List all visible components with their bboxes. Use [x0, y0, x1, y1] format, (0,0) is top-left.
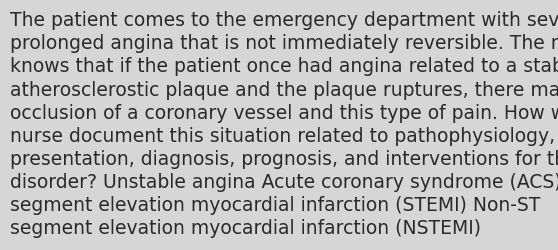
Text: disorder? Unstable angina Acute coronary syndrome (ACS) ST: disorder? Unstable angina Acute coronary…	[10, 172, 558, 191]
Text: segment elevation myocardial infarction (NSTEMI): segment elevation myocardial infarction …	[10, 218, 481, 237]
Text: The patient comes to the emergency department with severe,: The patient comes to the emergency depar…	[10, 11, 558, 30]
Text: occlusion of a coronary vessel and this type of pain. How will the: occlusion of a coronary vessel and this …	[10, 103, 558, 122]
Text: segment elevation myocardial infarction (STEMI) Non-ST: segment elevation myocardial infarction …	[10, 195, 540, 214]
Text: presentation, diagnosis, prognosis, and interventions for this: presentation, diagnosis, prognosis, and …	[10, 149, 558, 168]
Text: nurse document this situation related to pathophysiology,: nurse document this situation related to…	[10, 126, 555, 145]
Text: knows that if the patient once had angina related to a stable: knows that if the patient once had angin…	[10, 57, 558, 76]
Text: prolonged angina that is not immediately reversible. The nurse: prolonged angina that is not immediately…	[10, 34, 558, 53]
Text: atherosclerostic plaque and the plaque ruptures, there may be: atherosclerostic plaque and the plaque r…	[10, 80, 558, 99]
